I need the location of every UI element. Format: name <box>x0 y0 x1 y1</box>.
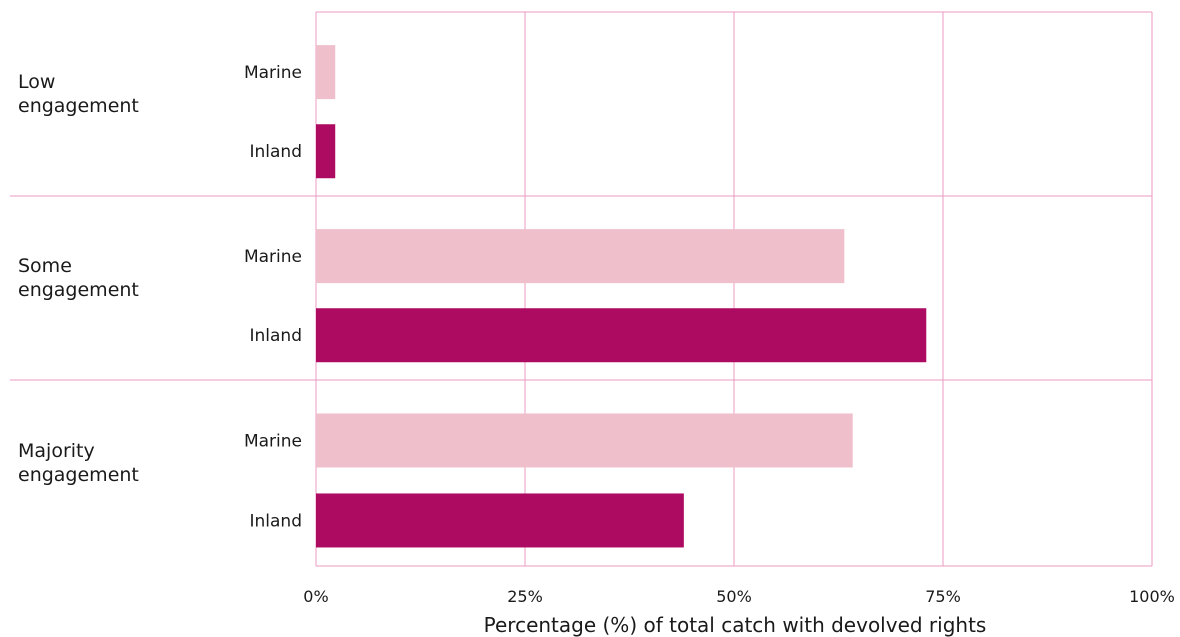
bar-inland <box>316 124 336 179</box>
group-label-line: engagement <box>18 95 139 117</box>
x-tick-label: 75% <box>925 587 961 606</box>
group-label-line: Some <box>18 255 72 277</box>
label-layer: MarineInlandLowengagementMarineInlandSom… <box>18 63 302 531</box>
bar-category-label: Inland <box>250 511 303 531</box>
x-axis-title: Percentage (%) of total catch with devol… <box>484 613 987 637</box>
axis-layer: Percentage (%) of total catch with devol… <box>303 587 1175 637</box>
group-label-line: engagement <box>18 279 139 301</box>
x-tick-label: 50% <box>716 587 752 606</box>
bar-inland <box>316 308 927 363</box>
group-label-line: engagement <box>18 464 139 486</box>
bar-category-label: Marine <box>244 431 302 451</box>
group-label-line: Low <box>18 71 55 93</box>
bar-category-label: Marine <box>244 247 302 267</box>
bar-category-label: Inland <box>250 326 303 346</box>
grid-layer <box>10 11 1153 567</box>
bar-marine <box>316 413 853 468</box>
x-tick-label: 25% <box>507 587 543 606</box>
bar-layer <box>316 45 927 548</box>
x-tick-label: 100% <box>1129 587 1175 606</box>
bar-marine <box>316 45 336 100</box>
x-tick-label: 0% <box>303 587 328 606</box>
bar-marine <box>316 229 845 284</box>
bar-inland <box>316 493 684 548</box>
group-label-line: Majority <box>18 440 95 462</box>
bar-category-label: Inland <box>250 142 303 162</box>
bar-category-label: Marine <box>244 63 302 83</box>
